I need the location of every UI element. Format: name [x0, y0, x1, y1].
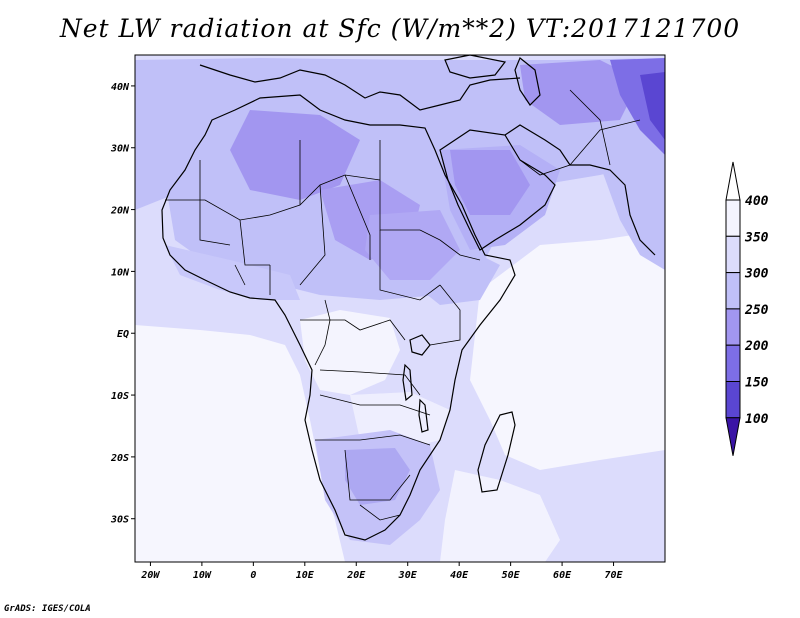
colorbar-segment: [725, 308, 741, 346]
axis-ticks: 20W 10W 0 10E 20E 30E 40E 50E 60E 70E 40N 30N 20N 10N…: [110, 82, 624, 581]
field-region-india: [600, 160, 665, 270]
colorbar-label: 300: [744, 267, 769, 282]
grads-credit: GrADS: IGES/COLA: [4, 604, 91, 614]
border-21: [569, 89, 611, 166]
field-region-arabia-core: [450, 150, 530, 215]
field-region-sudan-core: [365, 210, 460, 280]
colorbar-label: 150: [745, 376, 769, 391]
lon-tick-label: 0: [250, 570, 256, 581]
border-5: [239, 219, 270, 266]
border-13: [319, 394, 431, 416]
colorbar-label: 200: [744, 339, 769, 354]
arabia-coastline: [439, 129, 556, 251]
lake-victoria: [409, 334, 431, 356]
lon-tick-label: 20E: [346, 570, 366, 581]
border-6: [299, 184, 326, 286]
border-1: [165, 174, 381, 221]
border-8: [379, 230, 441, 301]
lat-tick-label: 20S: [110, 453, 129, 464]
border-12: [319, 369, 421, 396]
lon-tick-label: 20W: [140, 570, 160, 581]
lake-malawi: [418, 398, 429, 433]
colorbar-segment: [725, 199, 741, 237]
map-title: Net LW radiation at Sfc (W/m**2) VT:2017…: [59, 14, 741, 43]
field-region-congo-light: [300, 310, 400, 395]
field-region-sahara-core: [230, 110, 360, 200]
border-17: [314, 299, 331, 366]
border-14: [315, 434, 431, 446]
colorbar-label: 350: [744, 230, 769, 245]
lat-tick-label: 30N: [110, 144, 130, 155]
border-4: [199, 160, 231, 246]
colorbar-segment: [725, 381, 741, 419]
lon-tick-label: 60E: [553, 570, 572, 581]
lon-tick-label: 40E: [450, 570, 469, 581]
field-region-himalaya-dark: [640, 72, 665, 140]
field-region-indian-light: [470, 230, 665, 470]
lat-tick-label: 10N: [111, 267, 130, 278]
field-region-kalahari: [345, 448, 410, 505]
lon-tick-label: 10W: [193, 570, 212, 581]
field-region-atlantic-light: [135, 325, 345, 562]
persian-gulf-coastline: [504, 124, 656, 256]
lon-tick-label: 10E: [296, 570, 315, 581]
europe-coastline: [199, 64, 521, 111]
field-region-west-africa: [165, 245, 300, 300]
colorbar-bottom-arrow: [725, 417, 741, 456]
colorbar-segment: [725, 272, 741, 310]
lat-tick-label: 30S: [110, 515, 129, 526]
radiation-field: [135, 55, 665, 562]
colorbar-segment: [725, 344, 741, 383]
map-frame: [134, 54, 666, 563]
lon-tick-label: 30E: [398, 570, 418, 581]
colorbar-segment: [725, 235, 741, 274]
field-region-iran-core: [520, 60, 640, 125]
colorbar-label: 400: [745, 194, 769, 209]
country-borders: [165, 89, 641, 521]
caspian-coastline: [514, 57, 541, 106]
border-9: [419, 229, 481, 261]
madagascar-coastline: [477, 411, 516, 493]
border-18: [234, 264, 246, 286]
lon-tick-label: 50E: [502, 570, 521, 581]
lat-tick-label: 20N: [110, 206, 130, 217]
border-7: [344, 174, 371, 260]
border-16: [359, 504, 401, 521]
field-region-mozambique-light: [440, 470, 560, 562]
border-15: [344, 449, 411, 501]
lat-tick-label: 10S: [111, 391, 129, 402]
colorbar-label: 250: [744, 303, 769, 318]
colorbar-label: 100: [745, 412, 769, 427]
colorbar-top-arrow: [725, 161, 741, 201]
lat-tick-label: 40N: [111, 82, 130, 93]
lat-tick-label: EQ: [117, 329, 129, 340]
border-20: [519, 119, 641, 176]
colorbar: 400 350 300 250 200 150 100: [725, 161, 769, 456]
border-10: [429, 284, 461, 346]
lon-tick-label: 70E: [605, 570, 624, 581]
lake-tanganyika: [402, 363, 413, 402]
